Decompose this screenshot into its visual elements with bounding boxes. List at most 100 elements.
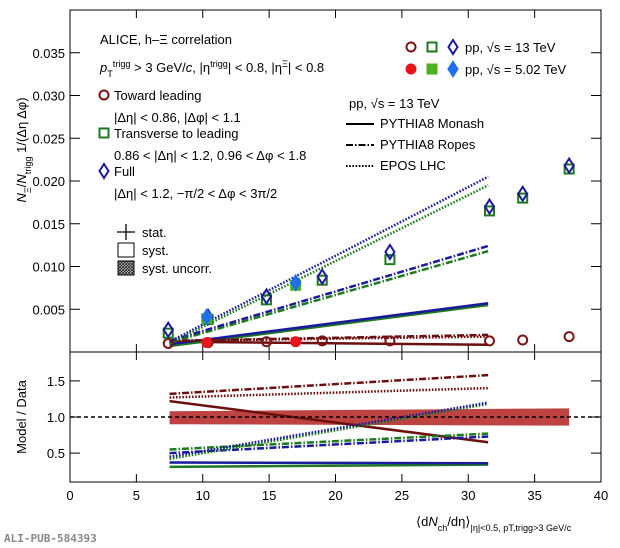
ratio-curve bbox=[169, 401, 489, 458]
label-part: trigg bbox=[210, 59, 228, 69]
marker bbox=[405, 41, 417, 53]
label: NΞ/Ntrigg 1/(Δη Δφ) bbox=[14, 97, 33, 202]
legend-label: PYTHIA8 Ropes bbox=[380, 137, 476, 152]
marker bbox=[289, 273, 302, 292]
marker bbox=[483, 197, 496, 216]
y-tick-label: 1.0 bbox=[47, 410, 65, 425]
legend-label: Toward leading bbox=[114, 88, 201, 103]
model-curve bbox=[169, 249, 489, 344]
model-curve bbox=[169, 302, 489, 346]
model-curve bbox=[168, 175, 489, 343]
label-part: N bbox=[428, 514, 438, 529]
marker bbox=[447, 60, 459, 78]
ratio-curve bbox=[169, 435, 489, 455]
label-part: , |η bbox=[192, 60, 210, 75]
legend-label: Transverse to leading bbox=[114, 126, 239, 141]
label-part: N bbox=[14, 174, 29, 184]
x-tick-label: 35 bbox=[527, 488, 541, 503]
x-tick-label: 0 bbox=[66, 488, 73, 503]
model-curve bbox=[169, 244, 489, 343]
y-tick-label: 0.015 bbox=[32, 217, 65, 232]
legend-cut: |Δη| < 1.2, −π/2 < Δφ < 3π/2 bbox=[114, 186, 277, 201]
label: ⟨dNch/dη⟩|η|<0.5, pT,trigg>3 GeV/c bbox=[416, 514, 572, 533]
ratio-curve bbox=[169, 373, 489, 396]
label-part: >3 GeV/c bbox=[533, 523, 572, 533]
legend-label: Full bbox=[114, 164, 135, 179]
x-tick-label: 40 bbox=[594, 488, 608, 503]
marker bbox=[426, 63, 438, 75]
label-part: /dη⟩ bbox=[447, 514, 470, 529]
label-part: N bbox=[14, 193, 29, 203]
legend-label: PYTHIA8 Monash bbox=[380, 116, 484, 131]
label-part: ch bbox=[438, 523, 448, 533]
marker bbox=[162, 337, 174, 349]
legend-cut: 0.86 < |Δη| < 1.2, 0.96 < Δφ < 1.8 bbox=[114, 148, 306, 163]
energy-label: pp, √s = 13 TeV bbox=[465, 40, 556, 55]
y-tick-label: 0.5 bbox=[47, 446, 65, 461]
marker bbox=[98, 127, 110, 139]
label: pTtrigg > 3 GeV/c, |ηtrigg| < 0.8, |ηΞ| … bbox=[99, 59, 324, 79]
label-part: p bbox=[99, 60, 107, 75]
ratio-curve bbox=[169, 386, 489, 399]
label-part: 1/(Δη Δφ) bbox=[14, 97, 29, 156]
label-part: Model / Data bbox=[14, 379, 29, 453]
x-tick-label: 30 bbox=[461, 488, 475, 503]
x-tick-label: 25 bbox=[395, 488, 409, 503]
y-tick-label: 0.020 bbox=[32, 174, 65, 189]
uncertainty-label: syst. bbox=[142, 243, 169, 258]
marker bbox=[290, 336, 302, 348]
marker bbox=[384, 335, 396, 347]
marker bbox=[98, 162, 110, 180]
label-part: Ξ bbox=[23, 187, 33, 193]
label-part: | < 0.8 bbox=[288, 60, 324, 75]
y-tick-label: 1.5 bbox=[47, 374, 65, 389]
label-part: T bbox=[107, 69, 113, 79]
marker bbox=[201, 308, 213, 326]
marker bbox=[516, 184, 529, 203]
syst-icon bbox=[117, 260, 135, 276]
y-tick-label: 0.030 bbox=[32, 89, 65, 104]
energy-label: pp, √s = 5.02 TeV bbox=[465, 62, 567, 77]
marker bbox=[162, 320, 174, 339]
label-part: Ξ bbox=[282, 59, 288, 69]
label-part: > 3 GeV/ bbox=[131, 60, 187, 75]
marker bbox=[517, 334, 529, 346]
syst-icon bbox=[117, 242, 135, 258]
marker bbox=[260, 287, 273, 306]
label: ALICE, h–Ξ correlation bbox=[100, 32, 232, 47]
marker bbox=[316, 267, 328, 286]
ratio-curve bbox=[169, 402, 489, 461]
label-part: ALICE, h–Ξ correlation bbox=[100, 32, 232, 47]
marker bbox=[201, 337, 213, 349]
marker bbox=[563, 331, 575, 343]
label-part: trigg bbox=[113, 59, 131, 69]
y-tick-label: 0.005 bbox=[32, 302, 65, 317]
footer: ALI-PUB-584393 bbox=[4, 532, 97, 545]
marker bbox=[98, 89, 110, 101]
x-tick-label: 5 bbox=[133, 488, 140, 503]
ratio-curve bbox=[169, 432, 489, 451]
uncertainty-label: stat. bbox=[142, 225, 167, 240]
marker bbox=[483, 335, 495, 347]
x-tick-label: 20 bbox=[328, 488, 342, 503]
marker bbox=[426, 41, 438, 53]
marker bbox=[384, 254, 396, 266]
marker bbox=[563, 156, 575, 175]
ratio-curve bbox=[169, 463, 489, 469]
y-tick-label: 0.025 bbox=[32, 131, 65, 146]
x-tick-label: 15 bbox=[262, 488, 276, 503]
model-legend-title: pp, √s = 13 TeV bbox=[349, 96, 440, 111]
marker bbox=[384, 243, 396, 261]
uncertainty-label: syst. uncorr. bbox=[142, 261, 212, 276]
legend-label: EPOS LHC bbox=[380, 158, 446, 173]
label-part: ⟨d bbox=[416, 514, 428, 529]
label: Model / Data bbox=[14, 379, 29, 453]
y-tick-label: 0.035 bbox=[32, 46, 65, 61]
marker bbox=[260, 336, 272, 348]
label-part: | < 0.8, |η bbox=[228, 60, 282, 75]
ratio-curve bbox=[169, 461, 489, 465]
legend-cut: |Δη| < 0.86, |Δφ| < 1.1 bbox=[114, 110, 241, 125]
label-part: / bbox=[14, 183, 29, 187]
model-curve bbox=[169, 340, 489, 346]
